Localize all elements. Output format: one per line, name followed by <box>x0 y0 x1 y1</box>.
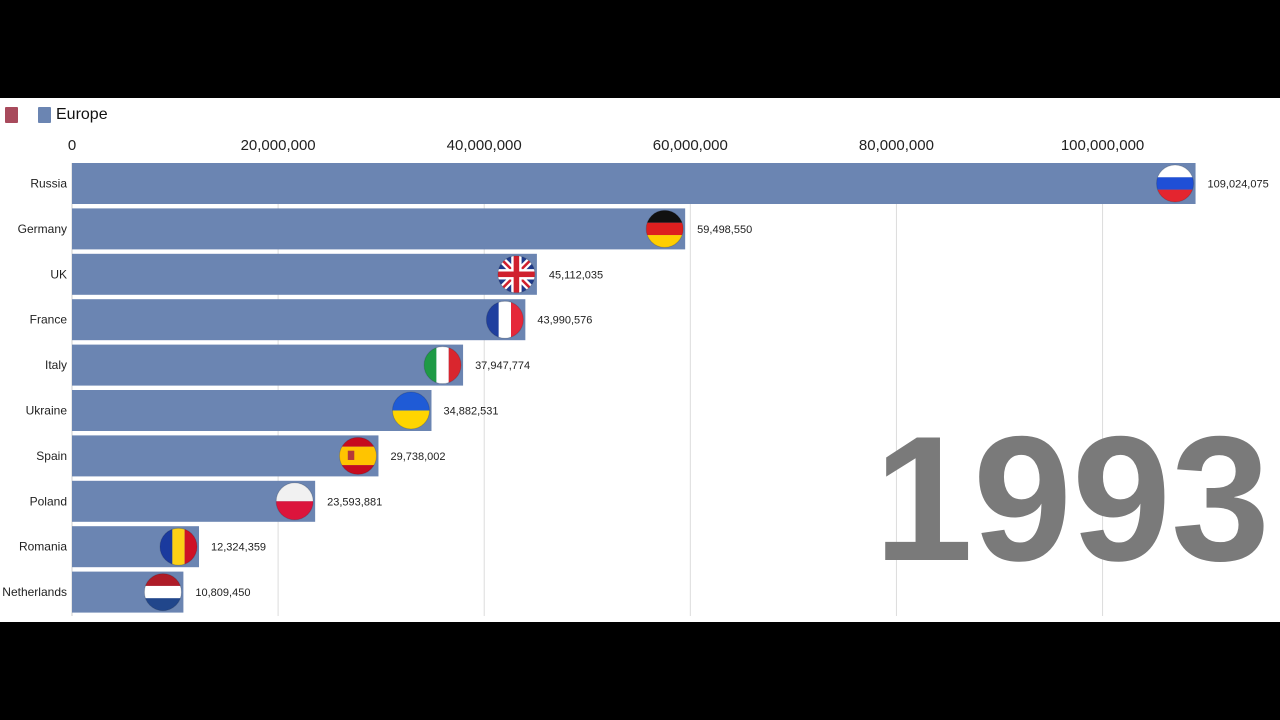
bar-france <box>72 299 526 341</box>
category-label: Spain <box>36 449 67 463</box>
value-label: 45,112,035 <box>549 269 603 281</box>
category-label: Poland <box>30 494 67 508</box>
x-tick-label: 40,000,000 <box>447 137 522 154</box>
bar-germany <box>72 208 686 250</box>
x-tick-label: 80,000,000 <box>859 137 934 154</box>
bar-chart: 0 20,000,000 40,000,000 60,000,000 80,000,00… <box>2 137 1270 616</box>
bar-italy <box>72 344 464 386</box>
x-tick-label: 20,000,000 <box>241 137 316 154</box>
category-label: UK <box>50 267 67 281</box>
value-label: 43,990,576 <box>537 315 592 327</box>
x-tick-label: 100,000,000 <box>1061 137 1144 154</box>
france-flag-icon <box>485 300 524 339</box>
russia-flag-icon <box>1156 164 1195 203</box>
italy-flag-icon <box>423 346 462 385</box>
germany-flag-icon <box>645 209 684 248</box>
value-label: 34,882,531 <box>443 406 498 418</box>
category-label: Italy <box>45 358 67 372</box>
poland-flag-icon <box>275 482 314 521</box>
category-label: Russia <box>30 177 67 191</box>
category-label: Germany <box>18 222 67 236</box>
bar-poland <box>72 480 316 522</box>
value-label: 23,593,881 <box>327 496 382 508</box>
category-label: Netherlands <box>2 585 67 599</box>
bar-uk <box>72 253 537 295</box>
netherlands-flag-icon <box>143 573 182 612</box>
value-label: 12,324,359 <box>211 542 266 554</box>
chart-area: Europe 0 20,000,000 40,000,000 60,000,000 80… <box>0 98 1280 622</box>
category-label: Romania <box>19 540 67 554</box>
x-tick-label: 0 <box>68 137 76 154</box>
category-label: Ukraine <box>26 404 68 418</box>
spain-flag-icon <box>338 436 377 475</box>
bar-ukraine <box>72 390 432 431</box>
uk-flag-icon <box>497 255 536 294</box>
value-label: 109,024,075 <box>1208 179 1269 191</box>
ukraine-flag-icon <box>391 391 430 430</box>
romania-flag-icon <box>159 527 198 566</box>
legend: Europe <box>5 106 108 124</box>
value-label: 29,738,002 <box>390 451 445 463</box>
x-tick-label: 60,000,000 <box>653 137 728 154</box>
legend-swatch-other <box>5 107 18 123</box>
legend-swatch-europe <box>38 107 51 123</box>
year-label: 1993 <box>874 399 1270 598</box>
bar-russia <box>72 163 1196 204</box>
legend-label-europe: Europe <box>56 106 108 123</box>
bar-spain <box>72 435 379 477</box>
value-label: 37,947,774 <box>475 360 530 372</box>
value-label: 10,809,450 <box>195 587 250 599</box>
value-label: 59,498,550 <box>697 224 752 236</box>
category-label: France <box>30 313 68 327</box>
